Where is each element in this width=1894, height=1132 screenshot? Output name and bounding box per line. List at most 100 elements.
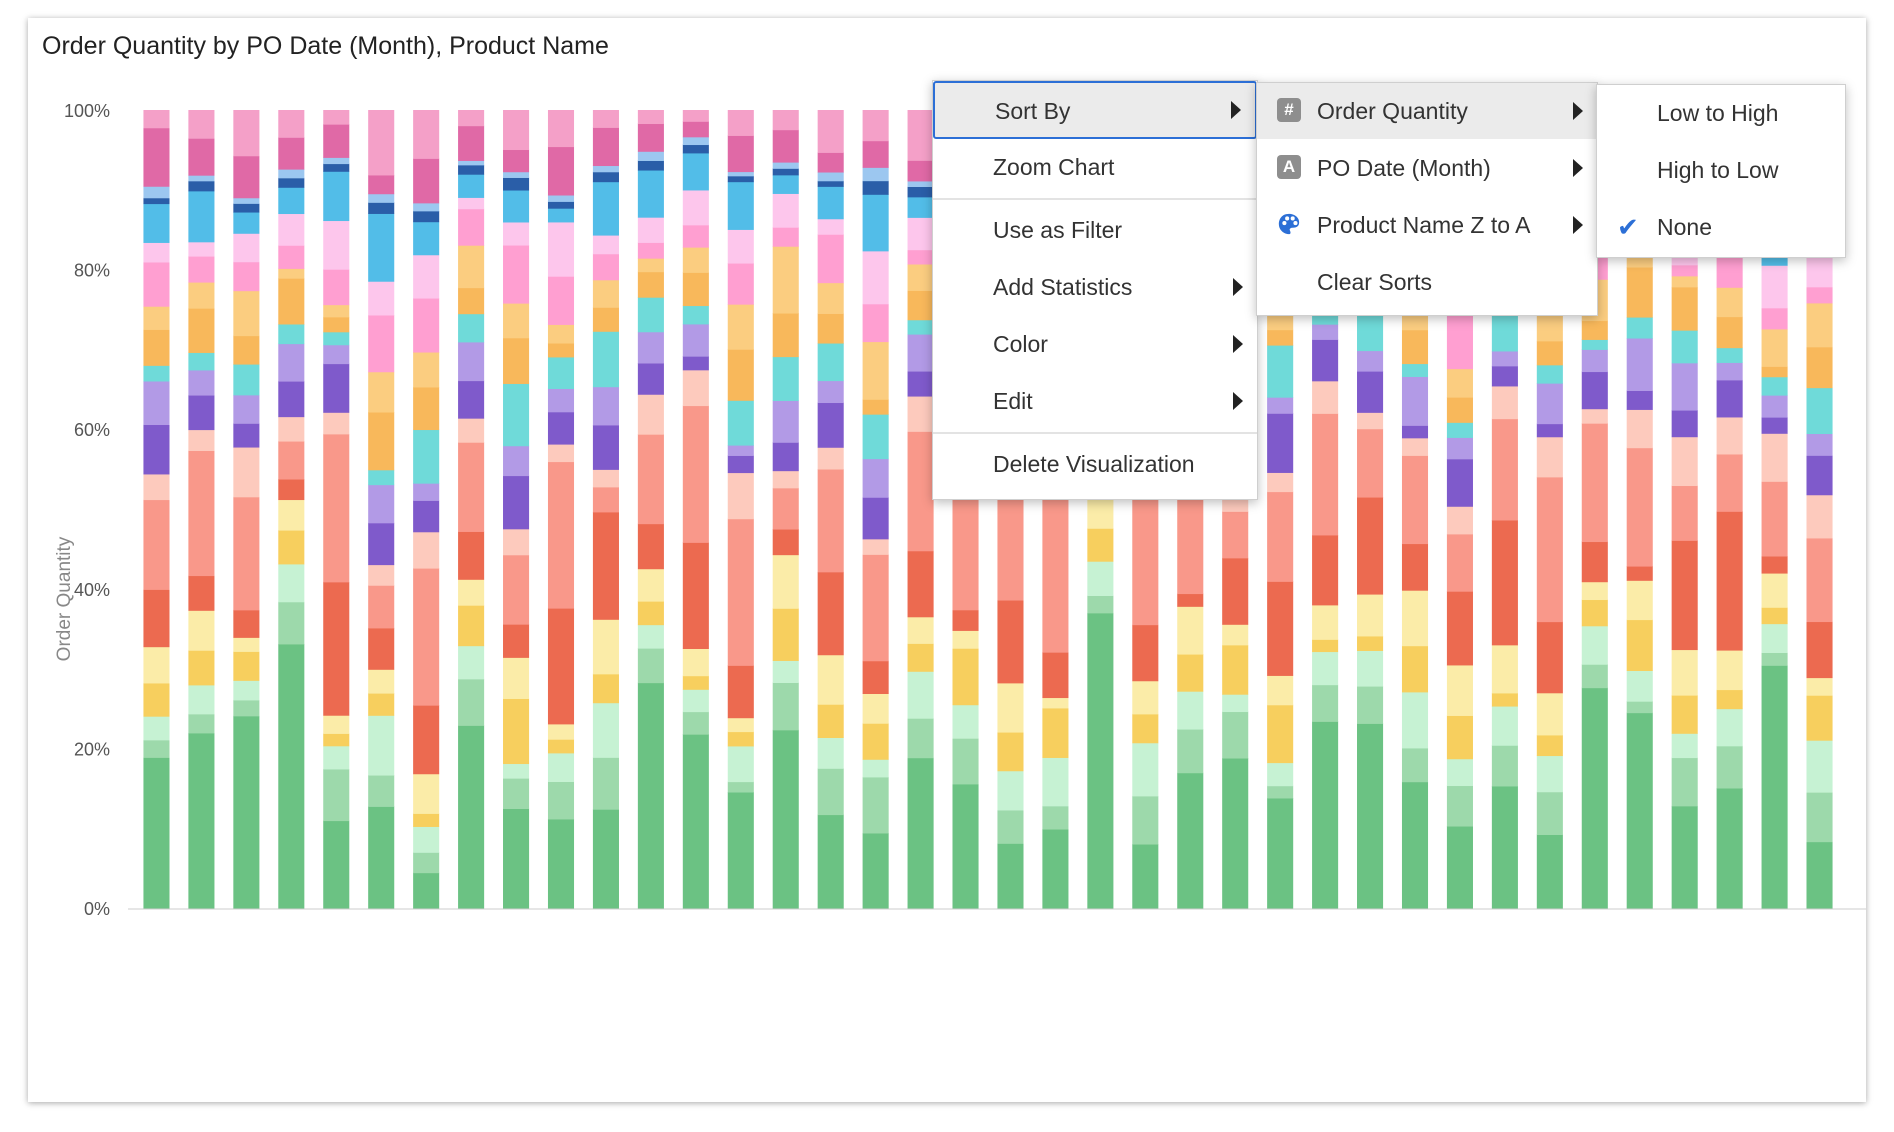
bar-segment <box>143 242 170 263</box>
bar-segment <box>1491 365 1518 387</box>
bar-segment <box>1401 543 1429 591</box>
bar-group <box>278 110 305 909</box>
sort-item-order-quantity[interactable]: # Order Quantity <box>1257 83 1597 139</box>
bar-segment <box>233 637 260 652</box>
bar-segment <box>1716 416 1743 455</box>
bar-segment <box>592 331 619 388</box>
bar-segment <box>233 609 260 638</box>
order-item-none[interactable]: ✔ None <box>1597 199 1845 255</box>
menu-item-label: Add Statistics <box>993 274 1133 300</box>
bar-segment <box>1401 425 1429 439</box>
bar-segment <box>143 589 170 648</box>
chevron-right-icon <box>1231 101 1241 119</box>
bar-segment <box>233 715 260 909</box>
sort-item-product-name[interactable]: Product Name Z to A <box>1257 197 1597 253</box>
bar-segment <box>952 704 979 739</box>
bar-segment <box>772 162 799 169</box>
bar-segment <box>458 208 485 246</box>
bar-segment <box>143 716 170 741</box>
bar-segment <box>682 136 709 146</box>
bar-segment <box>1671 757 1698 807</box>
bar-segment <box>1536 834 1563 909</box>
bar-segment <box>1132 795 1159 845</box>
bar-segment <box>458 110 485 127</box>
menu-item-use-as-filter[interactable]: Use as Filter <box>933 202 1257 258</box>
order-item-high-to-low[interactable]: High to Low <box>1597 142 1845 198</box>
bar-segment <box>143 203 170 243</box>
bar-segment <box>503 528 530 556</box>
bar-segment <box>458 579 485 606</box>
bar-segment <box>1446 664 1473 716</box>
bar-segment <box>997 483 1024 601</box>
bar-segment <box>772 129 799 163</box>
bar-segment <box>1357 594 1384 637</box>
bar-segment <box>413 705 440 775</box>
bar-segment <box>547 752 575 782</box>
bar-segment <box>233 423 260 448</box>
bar-segment <box>637 568 664 602</box>
bar-segment <box>278 601 305 645</box>
bar-segment <box>1042 707 1069 758</box>
y-tick-label: 60% <box>74 420 110 440</box>
bar-segment <box>1761 417 1788 434</box>
bar-segment <box>503 808 530 909</box>
bar-segment <box>547 324 575 344</box>
menu-item-add-statistics[interactable]: Add Statistics <box>933 259 1257 315</box>
bar-segment <box>323 331 350 346</box>
menu-item-label: Low to High <box>1657 100 1779 126</box>
bar-segment <box>907 671 934 719</box>
bar-segment <box>1177 729 1204 774</box>
bar-segment <box>817 172 844 182</box>
bar-segment <box>907 186 934 198</box>
bar-segment <box>637 160 664 171</box>
bar-segment <box>368 469 395 486</box>
bar-segment <box>188 256 215 283</box>
bar-segment <box>727 263 754 305</box>
bar-segment <box>1671 286 1698 331</box>
menu-item-delete-visualization[interactable]: Delete Visualization <box>933 436 1257 492</box>
bar-segment <box>368 202 395 214</box>
bar-segment <box>997 843 1024 909</box>
bar-segment <box>637 242 664 259</box>
menu-item-zoom-chart[interactable]: Zoom Chart <box>933 139 1257 195</box>
sort-item-clear-sorts[interactable]: Clear Sorts <box>1257 254 1597 310</box>
menu-item-sort-by[interactable]: Sort By <box>933 81 1257 139</box>
bar-segment <box>862 167 889 182</box>
menu-item-label: PO Date (Month) <box>1317 155 1491 181</box>
bar-segment <box>458 164 485 175</box>
bar-segment <box>772 400 799 443</box>
bar-segment <box>727 472 754 520</box>
bar-segment <box>1491 745 1518 787</box>
bar-segment <box>1267 329 1294 346</box>
bar-segment <box>143 110 170 129</box>
bar-segment <box>503 778 530 810</box>
bar-group <box>368 110 395 909</box>
bar-segment <box>1581 599 1608 627</box>
bar-segment <box>772 174 799 194</box>
bar-group <box>323 110 350 909</box>
sort-item-po-date[interactable]: A PO Date (Month) <box>1257 140 1597 196</box>
menu-item-label: Delete Visualization <box>993 451 1195 477</box>
bar-segment <box>233 680 260 701</box>
bar-segment <box>233 261 260 292</box>
bar-segment <box>682 648 709 677</box>
bar-segment <box>1446 758 1473 787</box>
order-item-low-to-high[interactable]: Low to High <box>1597 85 1845 141</box>
bar-segment <box>862 759 889 778</box>
bar-segment <box>727 229 754 264</box>
bar-segment <box>862 458 889 498</box>
bar-segment <box>233 203 260 213</box>
bar-segment <box>1177 691 1204 730</box>
bar-segment <box>727 731 754 747</box>
bar-segment <box>727 781 754 793</box>
bar-segment <box>1357 428 1384 498</box>
bar-segment <box>368 193 395 203</box>
bar-segment <box>862 110 889 142</box>
bar-segment <box>682 542 709 649</box>
bar-segment <box>817 402 844 448</box>
menu-item-edit[interactable]: Edit <box>933 373 1257 429</box>
bar-segment <box>772 227 799 247</box>
bar-segment <box>727 792 754 909</box>
menu-item-color[interactable]: Color <box>933 316 1257 372</box>
bar-segment <box>1806 740 1833 793</box>
